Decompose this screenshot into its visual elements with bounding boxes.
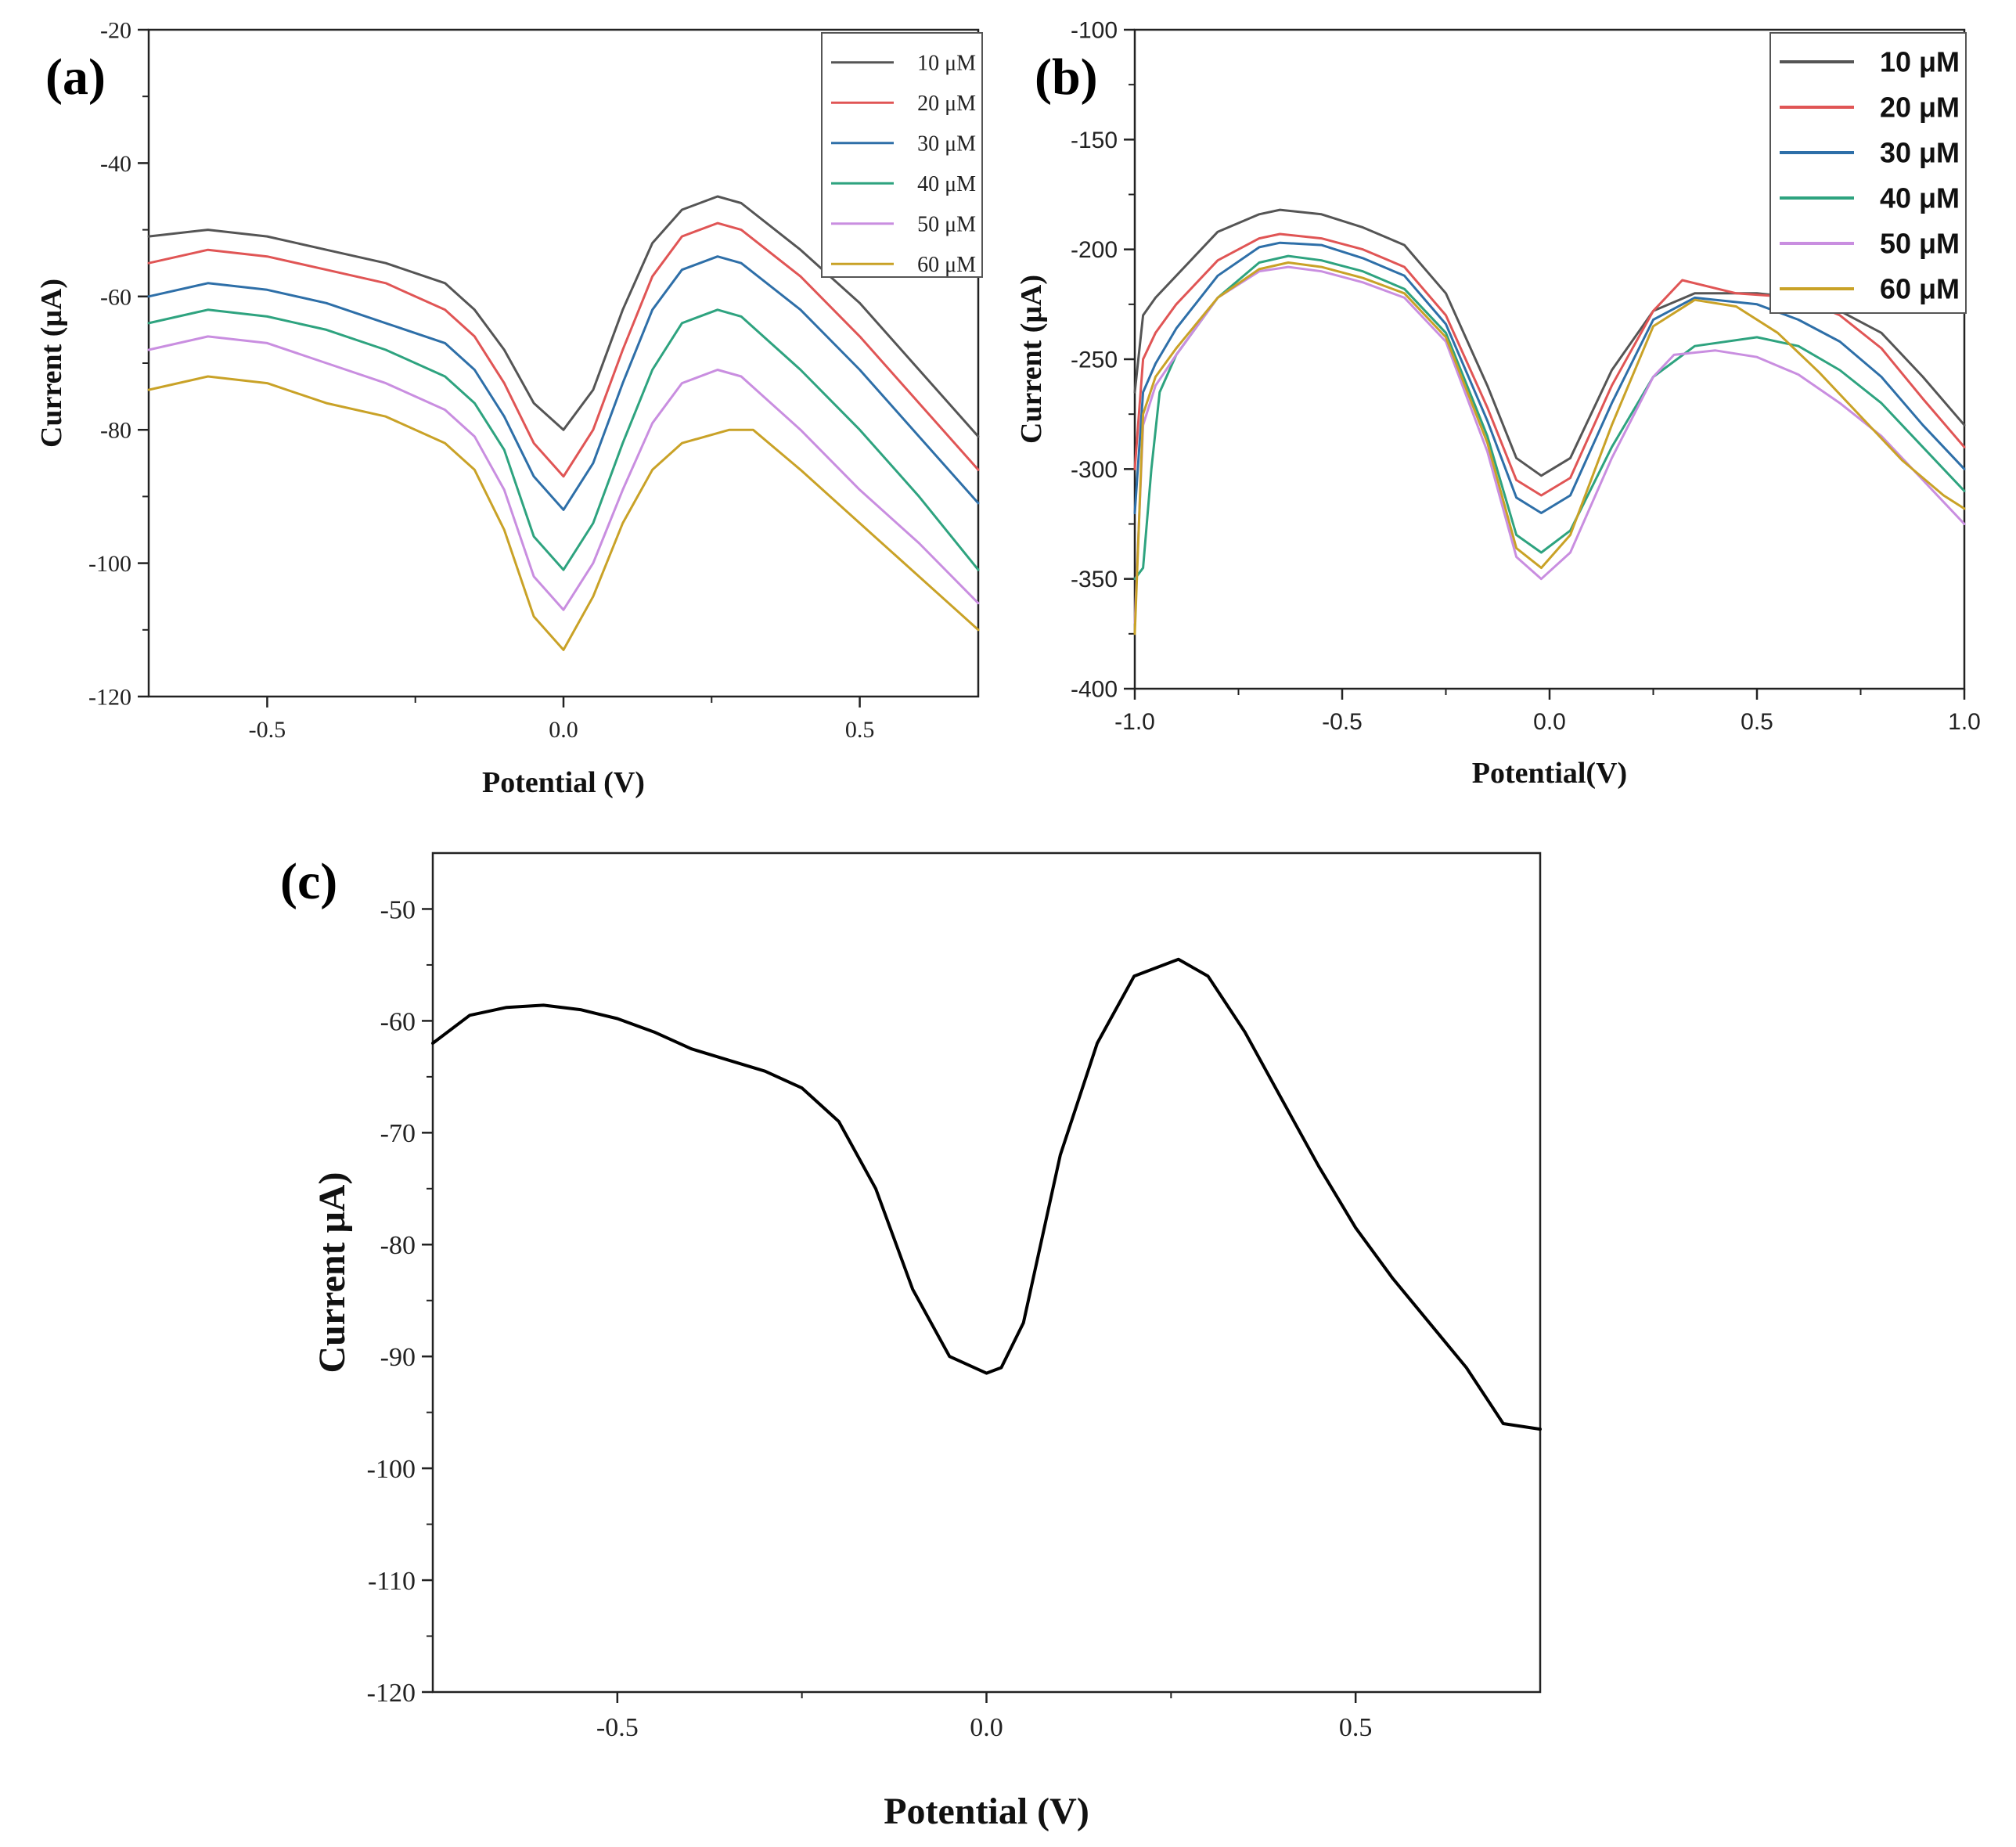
y-tick-label: -200 xyxy=(1071,237,1118,263)
y-tick-label: -150 xyxy=(1071,128,1118,153)
legend: 10 μM 20 μM 30 μM 40 μM 50 μM 60 μM xyxy=(1769,32,1967,314)
legend-label-6: 60 μM xyxy=(1880,273,1960,305)
x-tick-label: 0.0 xyxy=(970,1713,1003,1742)
y-tick-label: -400 xyxy=(1071,677,1118,703)
y-tick-label: -60 xyxy=(380,1007,416,1036)
series-line-3 xyxy=(147,255,980,511)
panel-label: (a) xyxy=(45,49,106,106)
series-line-2 xyxy=(147,221,980,478)
panel-c: -50 -60 -70 -80 -90 -100 -110 -120 -0.5 0.0 0.5 Pot… xyxy=(280,851,1542,1832)
legend-label-2: 20 μM xyxy=(917,92,976,116)
series-line-4 xyxy=(147,308,980,571)
x-tick-label: -0.5 xyxy=(1322,709,1363,735)
y-tick-label: -100 xyxy=(88,551,131,577)
series-line-1 xyxy=(147,195,980,438)
y-tick-label: -100 xyxy=(367,1455,416,1484)
x-tick-label: 1.0 xyxy=(1948,709,1981,735)
legend-label-3: 30 μM xyxy=(917,132,976,157)
legend-label-4: 40 μM xyxy=(917,172,976,196)
legend-label-4: 40 μM xyxy=(1880,182,1960,214)
x-axis-title: Potential (V) xyxy=(482,766,645,799)
y-tick-label: -250 xyxy=(1071,347,1118,373)
legend-frame xyxy=(1769,32,1967,314)
y-tick-label: -20 xyxy=(100,18,131,44)
y-axis-title: Current (μA) xyxy=(35,279,68,448)
y-tick-label: -300 xyxy=(1071,457,1118,483)
x-tick-label: 0.5 xyxy=(845,717,875,743)
y-tick-label: -90 xyxy=(380,1343,416,1372)
y-tick-label: -50 xyxy=(380,895,416,924)
legend-label-6: 60 μM xyxy=(917,253,976,277)
legend-label-1: 10 μM xyxy=(1880,46,1960,78)
y-tick-label: -80 xyxy=(380,1231,416,1260)
x-axis-title: Potential (V) xyxy=(884,1791,1089,1832)
legend: 10 μM 20 μM 30 μM 40 μM 50 μM 60 μM xyxy=(821,32,983,278)
x-axis-title: Potential(V) xyxy=(1472,757,1627,790)
x-tick-label: 0.5 xyxy=(1339,1713,1373,1742)
panel-a: -20 -40 -60 -80 -100 -120 -0.5 0.0 0.5 Potential … xyxy=(35,18,983,799)
y-axis-title: Current μA) xyxy=(311,1172,353,1374)
y-tick-label: -70 xyxy=(380,1119,416,1148)
series-line-6 xyxy=(1133,261,1966,635)
x-tick-label: -0.5 xyxy=(596,1713,639,1742)
panel-label: (b) xyxy=(1035,49,1098,106)
legend-label-1: 10 μM xyxy=(917,52,976,76)
y-tick-label: -110 xyxy=(368,1567,416,1596)
y-axis-title: Current (μA) xyxy=(1015,275,1048,444)
y-tick-label: -80 xyxy=(100,418,131,444)
x-tick-label: -0.5 xyxy=(249,717,286,743)
y-tick-label: -100 xyxy=(1071,18,1118,44)
panel-b: -100 -150 -200 -250 -300 -350 -400 -1.0 -0.5 0.0 0… xyxy=(1015,18,1981,790)
y-tick-label: -40 xyxy=(100,151,131,177)
y-tick-label: -60 xyxy=(100,284,131,310)
legend-label-3: 30 μM xyxy=(1880,137,1960,169)
x-tick-label: 0.0 xyxy=(549,717,578,743)
series-line-1 xyxy=(431,957,1542,1431)
series-line-6 xyxy=(147,375,980,651)
legend-label-5: 50 μM xyxy=(1880,228,1960,260)
y-tick-label: -350 xyxy=(1071,567,1118,592)
series-line-3 xyxy=(1133,241,1966,514)
x-tick-label: -1.0 xyxy=(1114,709,1155,735)
legend-label-2: 20 μM xyxy=(1880,92,1960,124)
y-tick-label: -120 xyxy=(367,1679,416,1708)
series-line-5 xyxy=(147,335,980,611)
legend-label-5: 50 μM xyxy=(917,213,976,237)
panel-label: (c) xyxy=(280,853,337,910)
x-tick-label: 0.0 xyxy=(1533,709,1566,735)
y-tick-label: -120 xyxy=(88,685,131,711)
x-tick-label: 0.5 xyxy=(1741,709,1773,735)
legend-frame xyxy=(821,32,983,278)
